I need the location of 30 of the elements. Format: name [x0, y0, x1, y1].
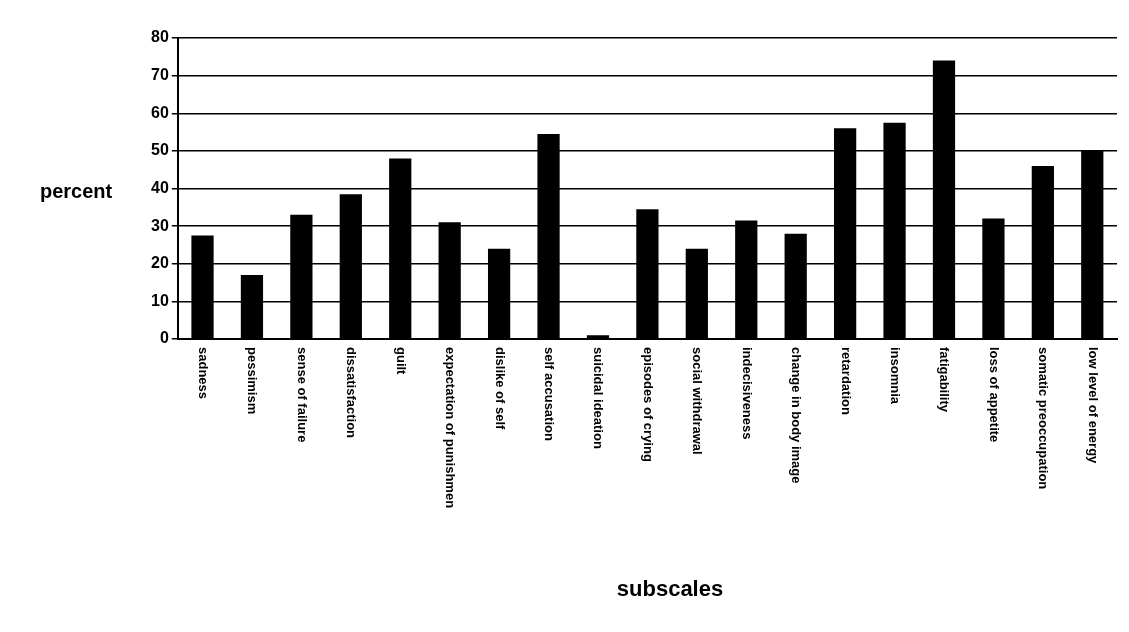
x-tick-label: indecisiveness — [739, 347, 755, 440]
x-tick-label: pessimism — [245, 347, 261, 415]
y-tick-label: 0 — [159, 329, 169, 347]
x-tick-label: insomnia — [887, 347, 903, 405]
x-tick-label: change in body image — [789, 347, 805, 484]
x-tick-label: self accusation — [541, 347, 557, 441]
x-tick-label: loss of appetite — [986, 347, 1002, 443]
y-tick-label: 60 — [151, 103, 169, 121]
x-tick-label: dislike of self — [492, 347, 508, 431]
x-tick-label: retardation — [838, 347, 854, 415]
x-tick-label: episodes of crying — [640, 347, 656, 462]
x-tick-label: sense of failure — [294, 347, 310, 443]
y-tick-label: 40 — [151, 178, 169, 196]
x-tick-label: fatigability — [937, 347, 953, 413]
x-tick-label: social withdrawal — [690, 347, 706, 455]
x-tick-label: expectation of punishmen — [443, 347, 459, 509]
x-tick-label: suicidal ideation — [591, 347, 607, 449]
x-tick-label: sadness — [195, 347, 211, 400]
x-axis-title: subscales — [616, 576, 724, 602]
y-tick-label: 10 — [151, 291, 169, 309]
y-tick-label: 80 — [151, 28, 169, 46]
y-tick-label: 20 — [151, 254, 169, 272]
y-axis-title: percent — [40, 180, 113, 203]
x-tick-label: somatic preoccupation — [1036, 347, 1052, 490]
x-tick-label: guilt — [393, 347, 409, 376]
x-tick-label: low level of energy — [1085, 347, 1101, 465]
y-tick-label: 70 — [151, 66, 169, 84]
y-tick-label: 30 — [151, 216, 169, 234]
y-tick-label: 50 — [151, 141, 169, 159]
x-tick-label: dissatisfaction — [344, 347, 360, 439]
